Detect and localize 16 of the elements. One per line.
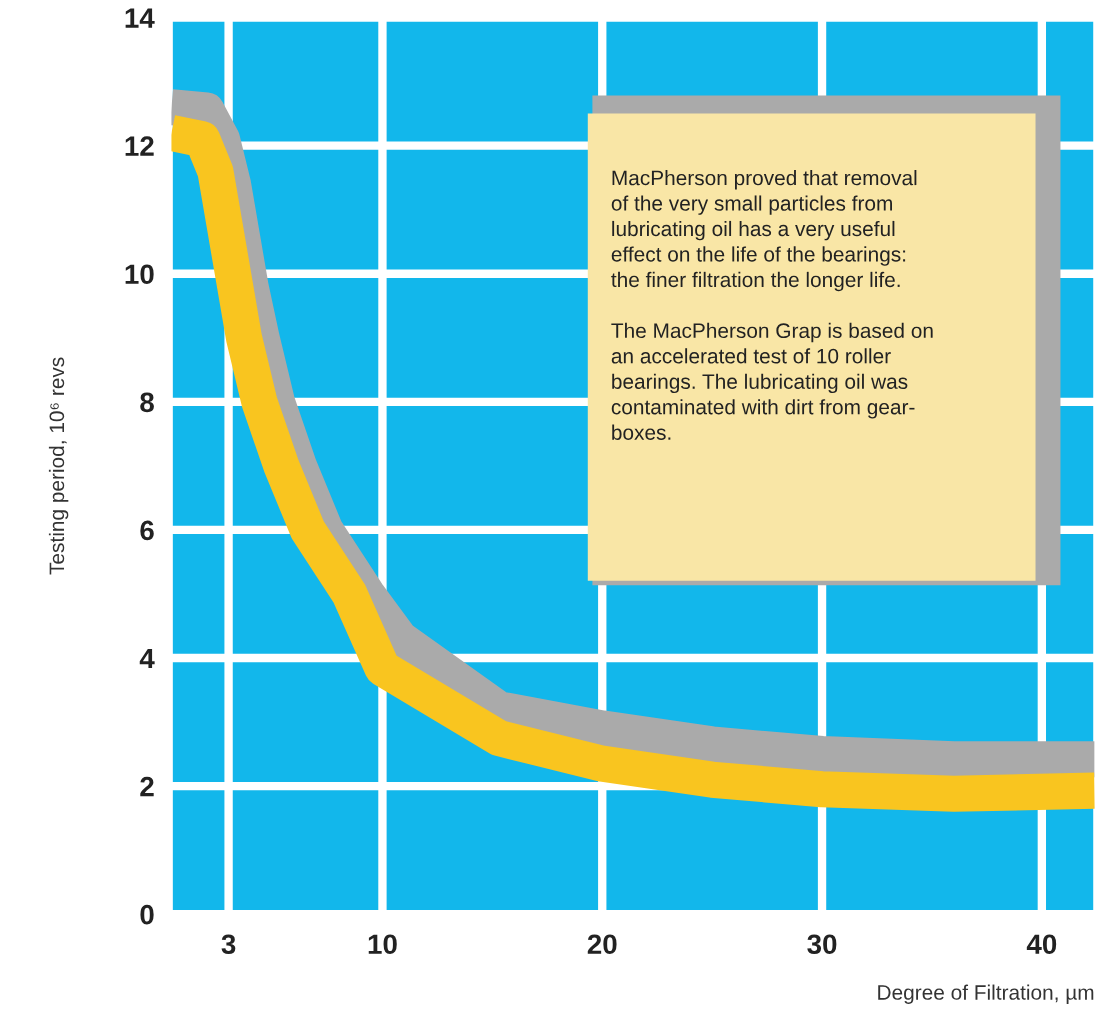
y-tick-label: 2: [140, 776, 154, 797]
y-tick-label: 4: [139, 648, 155, 669]
x-tick-label: 40: [1026, 934, 1057, 955]
x-tick-label: 20: [587, 934, 617, 955]
text: MacPherson proved that removal of the very small particles from lubricating oil has a very useful effect on the life of the bearings: the finer filtration the longer life. The MacPherson Grap is based on an accelerated test of 10 roller bearings. The lubricating oil was contaminated with dirt from gear- boxes.: [611, 169, 933, 440]
x-tick-label: 10: [368, 934, 397, 955]
x-tick-label: 3: [221, 934, 236, 955]
x-tick-label: 30: [807, 934, 837, 955]
y-axis-title: Testing period, 10⁶ revs: [48, 357, 69, 575]
y-tick-label: 6: [140, 520, 154, 541]
y-tick-label: 10: [125, 264, 154, 285]
y-tick-label: 0: [140, 904, 154, 925]
y-tick-label: 8: [140, 392, 154, 413]
y-tick-label: 12: [125, 136, 154, 156]
y-tick-label: 14: [125, 8, 155, 28]
x-axis-title: Degree of Filtration, µm: [878, 984, 1094, 1004]
